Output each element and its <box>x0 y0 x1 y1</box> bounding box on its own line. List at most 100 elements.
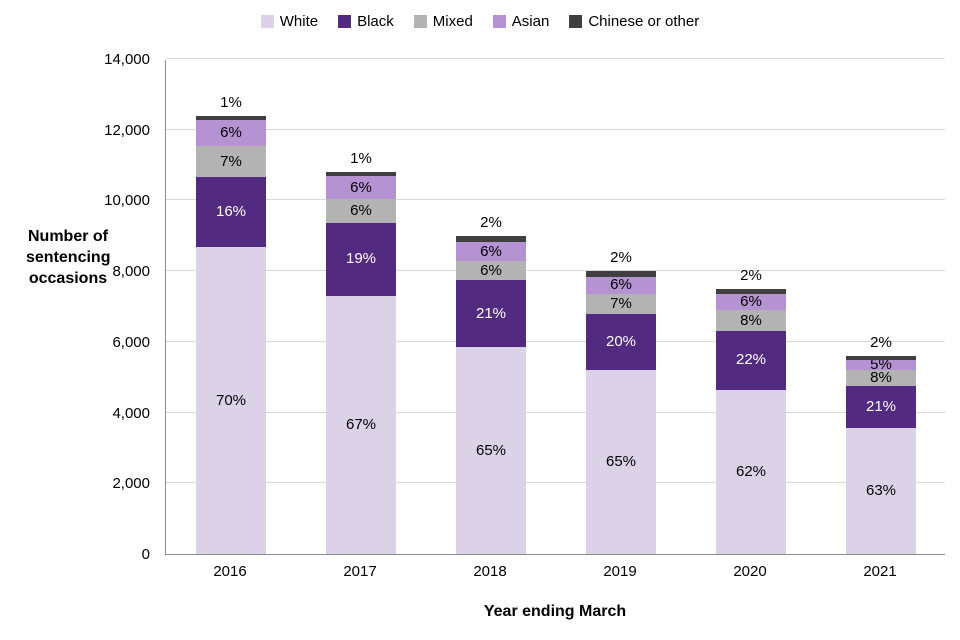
x-axis-tick-label: 2016 <box>213 563 247 580</box>
bar-segment-mixed <box>846 370 916 387</box>
segment-label-white: 65% <box>475 441 507 459</box>
bar-segment-white <box>716 389 786 554</box>
y-axis-tick-label: 14,000 <box>104 51 150 68</box>
bar-segment-white <box>326 295 396 554</box>
x-axis-tick-label: 2021 <box>863 563 897 580</box>
legend-swatch-black <box>338 15 352 28</box>
y-axis-tick-label: 12,000 <box>104 121 150 139</box>
bar-segment-chinese-or-other <box>456 235 526 243</box>
bar-segment-chinese-or-other <box>196 115 266 120</box>
bar-segment-asian <box>196 119 266 147</box>
bar-segment-black <box>326 222 396 296</box>
y-axis-title: Number of sentencing occasions <box>26 228 111 287</box>
segment-label-asian: 6% <box>480 242 502 260</box>
legend-label: Black <box>357 13 394 30</box>
plot-area: 70% 16% 7% 6% 1% 67% 19% 6% 6% 1% 65% 21% 6% 6% 2% 65% 2… <box>165 58 945 555</box>
y-axis-tick-label: 6,000 <box>112 333 150 351</box>
bar-segment-asian <box>846 360 916 371</box>
legend-item-asian: Asian <box>492 13 549 30</box>
segment-label-chinese-or-other: 2% <box>870 334 892 352</box>
gridline <box>166 482 945 484</box>
segment-label-chinese-or-other: 2% <box>740 266 762 284</box>
gridline <box>166 128 945 130</box>
legend-label: White <box>279 13 319 30</box>
bar-segment-black <box>196 176 266 248</box>
legend-item-white: White <box>260 13 319 30</box>
legend-swatch-white <box>260 15 274 28</box>
segment-label-chinese-or-other: 1% <box>220 93 242 111</box>
y-axis-tick-label: 0 <box>141 546 150 563</box>
legend-item-black: Black <box>338 13 394 30</box>
bar-segment-mixed <box>326 199 396 223</box>
bar-2017: 67% 19% 6% 6% 1% <box>326 59 396 554</box>
bar-2016: 70% 16% 7% 6% 1% <box>196 59 266 554</box>
y-axis-tick-label: 2,000 <box>112 475 150 493</box>
y-axis-ticks: 0 2,000 4,000 6,000 8,000 10,000 12,000 14,000 <box>0 51 157 563</box>
bar-segment-black <box>846 386 916 429</box>
bar-segment-white <box>196 247 266 554</box>
segment-label-asian: 6% <box>350 178 372 196</box>
gridline <box>166 411 945 413</box>
x-axis-ticks: 2016 2017 2018 2019 2020 2021 <box>165 563 945 585</box>
x-axis-tick-label: 2020 <box>733 563 767 580</box>
gridline <box>166 58 945 59</box>
bar-segment-white <box>456 347 526 554</box>
bar-segment-mixed <box>586 293 656 314</box>
segment-label-chinese-or-other: 2% <box>480 213 502 231</box>
x-axis-tick-label: 2018 <box>473 563 507 580</box>
segment-label-chinese-or-other: 2% <box>610 249 632 267</box>
legend-swatch-chinese-or-other <box>569 15 583 28</box>
y-axis-tick-label: 10,000 <box>104 192 150 210</box>
segment-label-mixed: 6% <box>480 261 502 279</box>
segment-label-asian: 6% <box>220 124 242 142</box>
chart-legend: White Black Mixed Asian Chinese or other <box>0 13 960 30</box>
segment-label-mixed: 7% <box>220 152 242 170</box>
bar-segment-mixed <box>456 261 526 281</box>
segment-label-black: 21% <box>865 398 897 416</box>
gridline <box>166 199 945 201</box>
segment-label-white: 67% <box>345 415 377 433</box>
legend-swatch-asian <box>492 15 506 28</box>
segment-label-black: 21% <box>475 304 507 322</box>
segment-label-white: 65% <box>605 453 637 471</box>
y-axis-tick-label: 8,000 <box>112 263 150 281</box>
segment-label-black: 19% <box>345 250 377 268</box>
bar-segment-chinese-or-other <box>846 356 916 361</box>
segment-label-asian: 5% <box>870 356 892 374</box>
segment-label-mixed: 8% <box>870 369 892 387</box>
segment-label-asian: 6% <box>740 293 762 311</box>
legend-label: Mixed <box>432 13 473 30</box>
bar-segment-asian <box>716 294 786 311</box>
bar-2018: 65% 21% 6% 6% 2% <box>456 59 526 554</box>
bar-segment-chinese-or-other <box>586 271 656 277</box>
x-axis-tick-label: 2017 <box>343 563 377 580</box>
segment-label-mixed: 8% <box>740 311 762 329</box>
segment-label-black: 16% <box>215 203 247 221</box>
segment-label-white: 62% <box>735 462 767 480</box>
segment-label-white: 70% <box>215 391 247 409</box>
segment-label-asian: 6% <box>610 276 632 294</box>
bar-segment-asian <box>456 242 526 262</box>
legend-label: Chinese or other <box>588 13 700 30</box>
segment-label-black: 22% <box>735 351 767 369</box>
segment-label-chinese-or-other: 1% <box>350 150 372 168</box>
bar-2021: 63% 21% 8% 5% 2% <box>846 59 916 554</box>
bar-segment-asian <box>326 176 396 200</box>
legend-swatch-mixed <box>413 15 427 28</box>
bar-segment-black <box>456 280 526 348</box>
legend-item-mixed: Mixed <box>413 13 473 30</box>
bar-2020: 62% 22% 8% 6% 2% <box>716 59 786 554</box>
bar-segment-white <box>586 370 656 554</box>
segment-label-white: 63% <box>865 482 897 500</box>
bar-segment-mixed <box>196 146 266 177</box>
bar-2019: 65% 20% 7% 6% 2% <box>586 59 656 554</box>
bar-segment-mixed <box>716 310 786 332</box>
bar-segment-chinese-or-other <box>716 288 786 295</box>
bar-segment-white <box>846 428 916 554</box>
gridline <box>166 270 945 272</box>
bar-segment-asian <box>586 276 656 294</box>
bar-segment-black <box>716 331 786 390</box>
x-axis-title: Year ending March <box>483 603 627 620</box>
y-axis-tick-label: 4,000 <box>112 404 150 422</box>
